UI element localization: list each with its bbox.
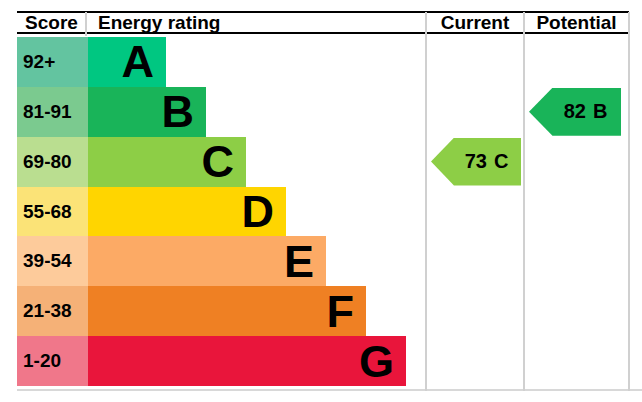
band-score-range: 69-80 — [17, 151, 72, 173]
band-score-range: 1-20 — [17, 350, 61, 372]
band-score-cell: 21-38 — [17, 286, 88, 336]
band-score-cell: 55-68 — [17, 187, 88, 237]
band-score-range: 55-68 — [17, 201, 72, 223]
band-score-range: 92+ — [17, 51, 55, 73]
band-bar: C — [88, 137, 246, 187]
band-score-cell: 1-20 — [17, 336, 88, 386]
epc-rating-chart: Score Energy rating Current Potential 92… — [0, 0, 642, 402]
potential-rating-value: 82 — [543, 100, 586, 123]
band-score-range: 39-54 — [17, 250, 72, 272]
band-bar: G — [88, 336, 406, 386]
band-bar: A — [88, 37, 166, 87]
band-row-g: 1-20 G — [17, 336, 629, 386]
band-letter: F — [327, 289, 367, 334]
column-separator-potential — [523, 12, 525, 391]
table-right-border — [628, 12, 630, 391]
header-current: Current — [426, 14, 524, 32]
column-separator-current — [425, 12, 427, 391]
band-letter: A — [122, 39, 167, 84]
band-row-c: 69-80 C — [17, 137, 629, 187]
band-letter: E — [284, 239, 326, 284]
band-letter: G — [359, 339, 406, 384]
band-row-e: 39-54 E — [17, 236, 629, 286]
band-bar: E — [88, 236, 326, 286]
header-potential: Potential — [524, 14, 629, 32]
table-bottom-border — [17, 389, 642, 391]
potential-rating-band: B — [593, 100, 607, 123]
band-rows: 92+ A 81-91 B 69-80 C 55-68 D 39-54 E 21… — [17, 37, 629, 386]
band-score-cell: 69-80 — [17, 137, 88, 187]
band-score-range: 81-91 — [17, 101, 72, 123]
band-row-f: 21-38 F — [17, 286, 629, 336]
band-score-range: 21-38 — [17, 300, 72, 322]
header-score: Score — [17, 14, 86, 32]
band-score-cell: 39-54 — [17, 236, 88, 286]
header-bottom-border — [17, 32, 629, 34]
band-bar: F — [88, 286, 366, 336]
band-letter: C — [202, 139, 247, 184]
current-rating-band: C — [494, 150, 508, 173]
band-row-a: 92+ A — [17, 37, 629, 87]
header-separator-score — [85, 12, 87, 36]
band-bar: D — [88, 187, 286, 237]
band-score-cell: 92+ — [17, 37, 88, 87]
band-row-d: 55-68 D — [17, 187, 629, 237]
band-score-cell: 81-91 — [17, 87, 88, 137]
band-bar: B — [88, 87, 206, 137]
header-top-border — [17, 11, 629, 13]
band-letter: D — [242, 189, 287, 234]
current-rating-value: 73 — [444, 150, 487, 173]
header-energy-rating: Energy rating — [98, 14, 220, 32]
band-letter: B — [162, 89, 207, 134]
